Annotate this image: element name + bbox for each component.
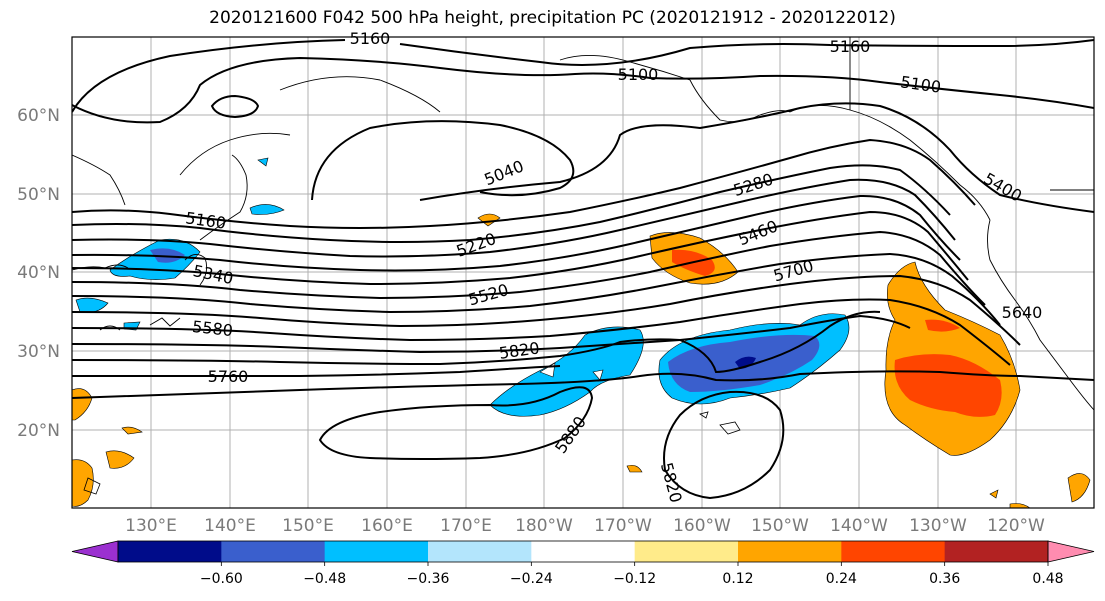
contour-label: 5100	[618, 65, 659, 84]
colorbar-cell	[841, 541, 946, 562]
colorbar-extension-low	[71, 540, 119, 563]
positive-anomaly-shading	[72, 213, 1091, 508]
lon-label: 130°W	[909, 516, 967, 536]
colorbar-cell	[324, 541, 429, 562]
lon-label: 150°W	[751, 516, 809, 536]
lon-label: 140°W	[830, 516, 888, 536]
colorbar: −0.60 −0.48 −0.36 −0.24 −0.12 0.12 0.24 0.36 0.4…	[71, 540, 1095, 587]
lon-label: 120°W	[987, 516, 1045, 536]
colorbar-ticks: −0.60 −0.48 −0.36 −0.24 −0.12 0.12 0.24 0.36 0.4…	[200, 562, 1064, 587]
colorbar-tick-label: −0.60	[200, 571, 243, 587]
lat-label: 40°N	[17, 263, 60, 283]
lon-label: 160°E	[361, 516, 413, 536]
lon-label: 130°E	[125, 516, 177, 536]
contour-label: 5760	[208, 367, 249, 386]
lon-label: 170°E	[440, 516, 492, 536]
islands	[83, 411, 741, 495]
longitude-labels: 130°E 140°E 150°E 160°E 170°E 180°W 170°…	[125, 516, 1045, 536]
contour-label: 5580	[191, 317, 233, 340]
contour-label: 5160	[350, 29, 391, 48]
lon-label: 140°E	[204, 516, 256, 536]
lat-label: 20°N	[17, 421, 60, 441]
colorbar-tick-label: 0.48	[1032, 571, 1063, 587]
lat-label: 30°N	[17, 342, 60, 362]
colorbar-frame	[117, 540, 1049, 563]
lon-label: 160°W	[673, 516, 731, 536]
colorbar-extension-high	[1047, 540, 1095, 563]
colorbar-tick-label: 0.12	[722, 571, 753, 587]
colorbar-cell	[944, 541, 1049, 562]
colorbar-cell	[428, 541, 532, 562]
contour-label: 5160	[830, 37, 871, 56]
lon-label: 170°W	[594, 516, 652, 536]
lon-label: 180°W	[515, 516, 573, 536]
colorbar-cell	[738, 541, 842, 562]
colorbar-tick-label: −0.36	[407, 571, 450, 587]
colorbar-tick-label: −0.12	[613, 571, 656, 587]
colorbar-tick-label: −0.48	[303, 571, 346, 587]
colorbar-cell	[531, 541, 636, 562]
lat-label: 50°N	[17, 185, 60, 205]
contour-label: 5640	[1002, 303, 1043, 322]
latitude-labels: 60°N 50°N 40°N 30°N 20°N	[17, 106, 60, 441]
colorbar-cell	[118, 541, 222, 562]
height-contours	[72, 39, 1094, 500]
colorbar-tick-label: 0.24	[826, 571, 857, 587]
lon-label: 150°E	[282, 516, 334, 536]
colorbar-cell	[634, 541, 739, 562]
colorbar-cell	[221, 541, 326, 562]
colorbar-tick-label: −0.24	[510, 571, 553, 587]
colorbar-tick-label: 0.36	[929, 571, 960, 587]
colorbar-cells	[71, 540, 1095, 563]
lat-label: 60°N	[17, 106, 60, 126]
map-title: 2020121600 F042 500 hPa height, precipit…	[209, 8, 896, 28]
map-frame	[71, 36, 1095, 509]
